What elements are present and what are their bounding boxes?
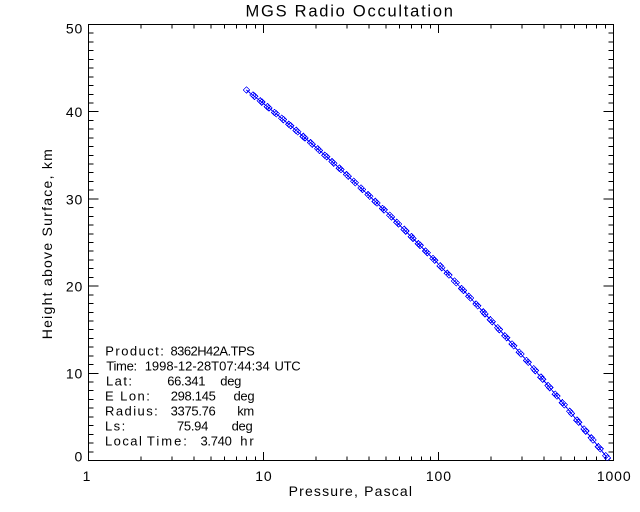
- svg-text:1000: 1000: [597, 468, 632, 484]
- svg-text:20: 20: [66, 279, 83, 295]
- svg-text:3375.76: 3375.76: [171, 404, 216, 419]
- svg-text:1998-12-28T07:44:34: 1998-12-28T07:44:34: [145, 359, 270, 374]
- svg-text:hr: hr: [240, 434, 255, 449]
- svg-text:Ls:: Ls:: [105, 419, 127, 434]
- svg-text:50: 50: [66, 20, 83, 36]
- svg-text:deg: deg: [220, 374, 241, 389]
- svg-text:deg: deg: [234, 389, 255, 404]
- svg-text:Time:: Time:: [147, 434, 189, 449]
- svg-text:UTC: UTC: [275, 359, 301, 374]
- svg-text:Height above Surface, km: Height above Surface, km: [39, 148, 55, 339]
- svg-text:8362H42A.TPS: 8362H42A.TPS: [171, 344, 256, 359]
- svg-text:Local: Local: [105, 434, 143, 449]
- svg-text:0: 0: [75, 448, 84, 464]
- svg-text:MGS Radio Occultation: MGS Radio Occultation: [246, 2, 455, 20]
- svg-text:Product:: Product:: [105, 344, 165, 359]
- svg-text:Lat:: Lat:: [106, 374, 133, 389]
- svg-text:298.145: 298.145: [171, 389, 216, 404]
- svg-text:10: 10: [255, 468, 272, 484]
- svg-text:66.341: 66.341: [167, 374, 205, 389]
- svg-text:10: 10: [66, 366, 83, 382]
- svg-text:Radius:: Radius:: [105, 404, 159, 419]
- svg-text:75.94: 75.94: [177, 419, 208, 434]
- svg-text:E Lon:: E Lon:: [105, 389, 151, 404]
- svg-text:Pressure, Pascal: Pressure, Pascal: [289, 483, 414, 499]
- svg-text:deg: deg: [232, 419, 253, 434]
- svg-text:km: km: [237, 404, 254, 419]
- svg-text:30: 30: [66, 191, 83, 207]
- svg-text:1: 1: [83, 468, 92, 484]
- svg-text:100: 100: [426, 468, 452, 484]
- svg-text:3.740: 3.740: [201, 434, 232, 449]
- svg-text:40: 40: [66, 104, 83, 120]
- svg-text:Time:: Time:: [106, 359, 137, 374]
